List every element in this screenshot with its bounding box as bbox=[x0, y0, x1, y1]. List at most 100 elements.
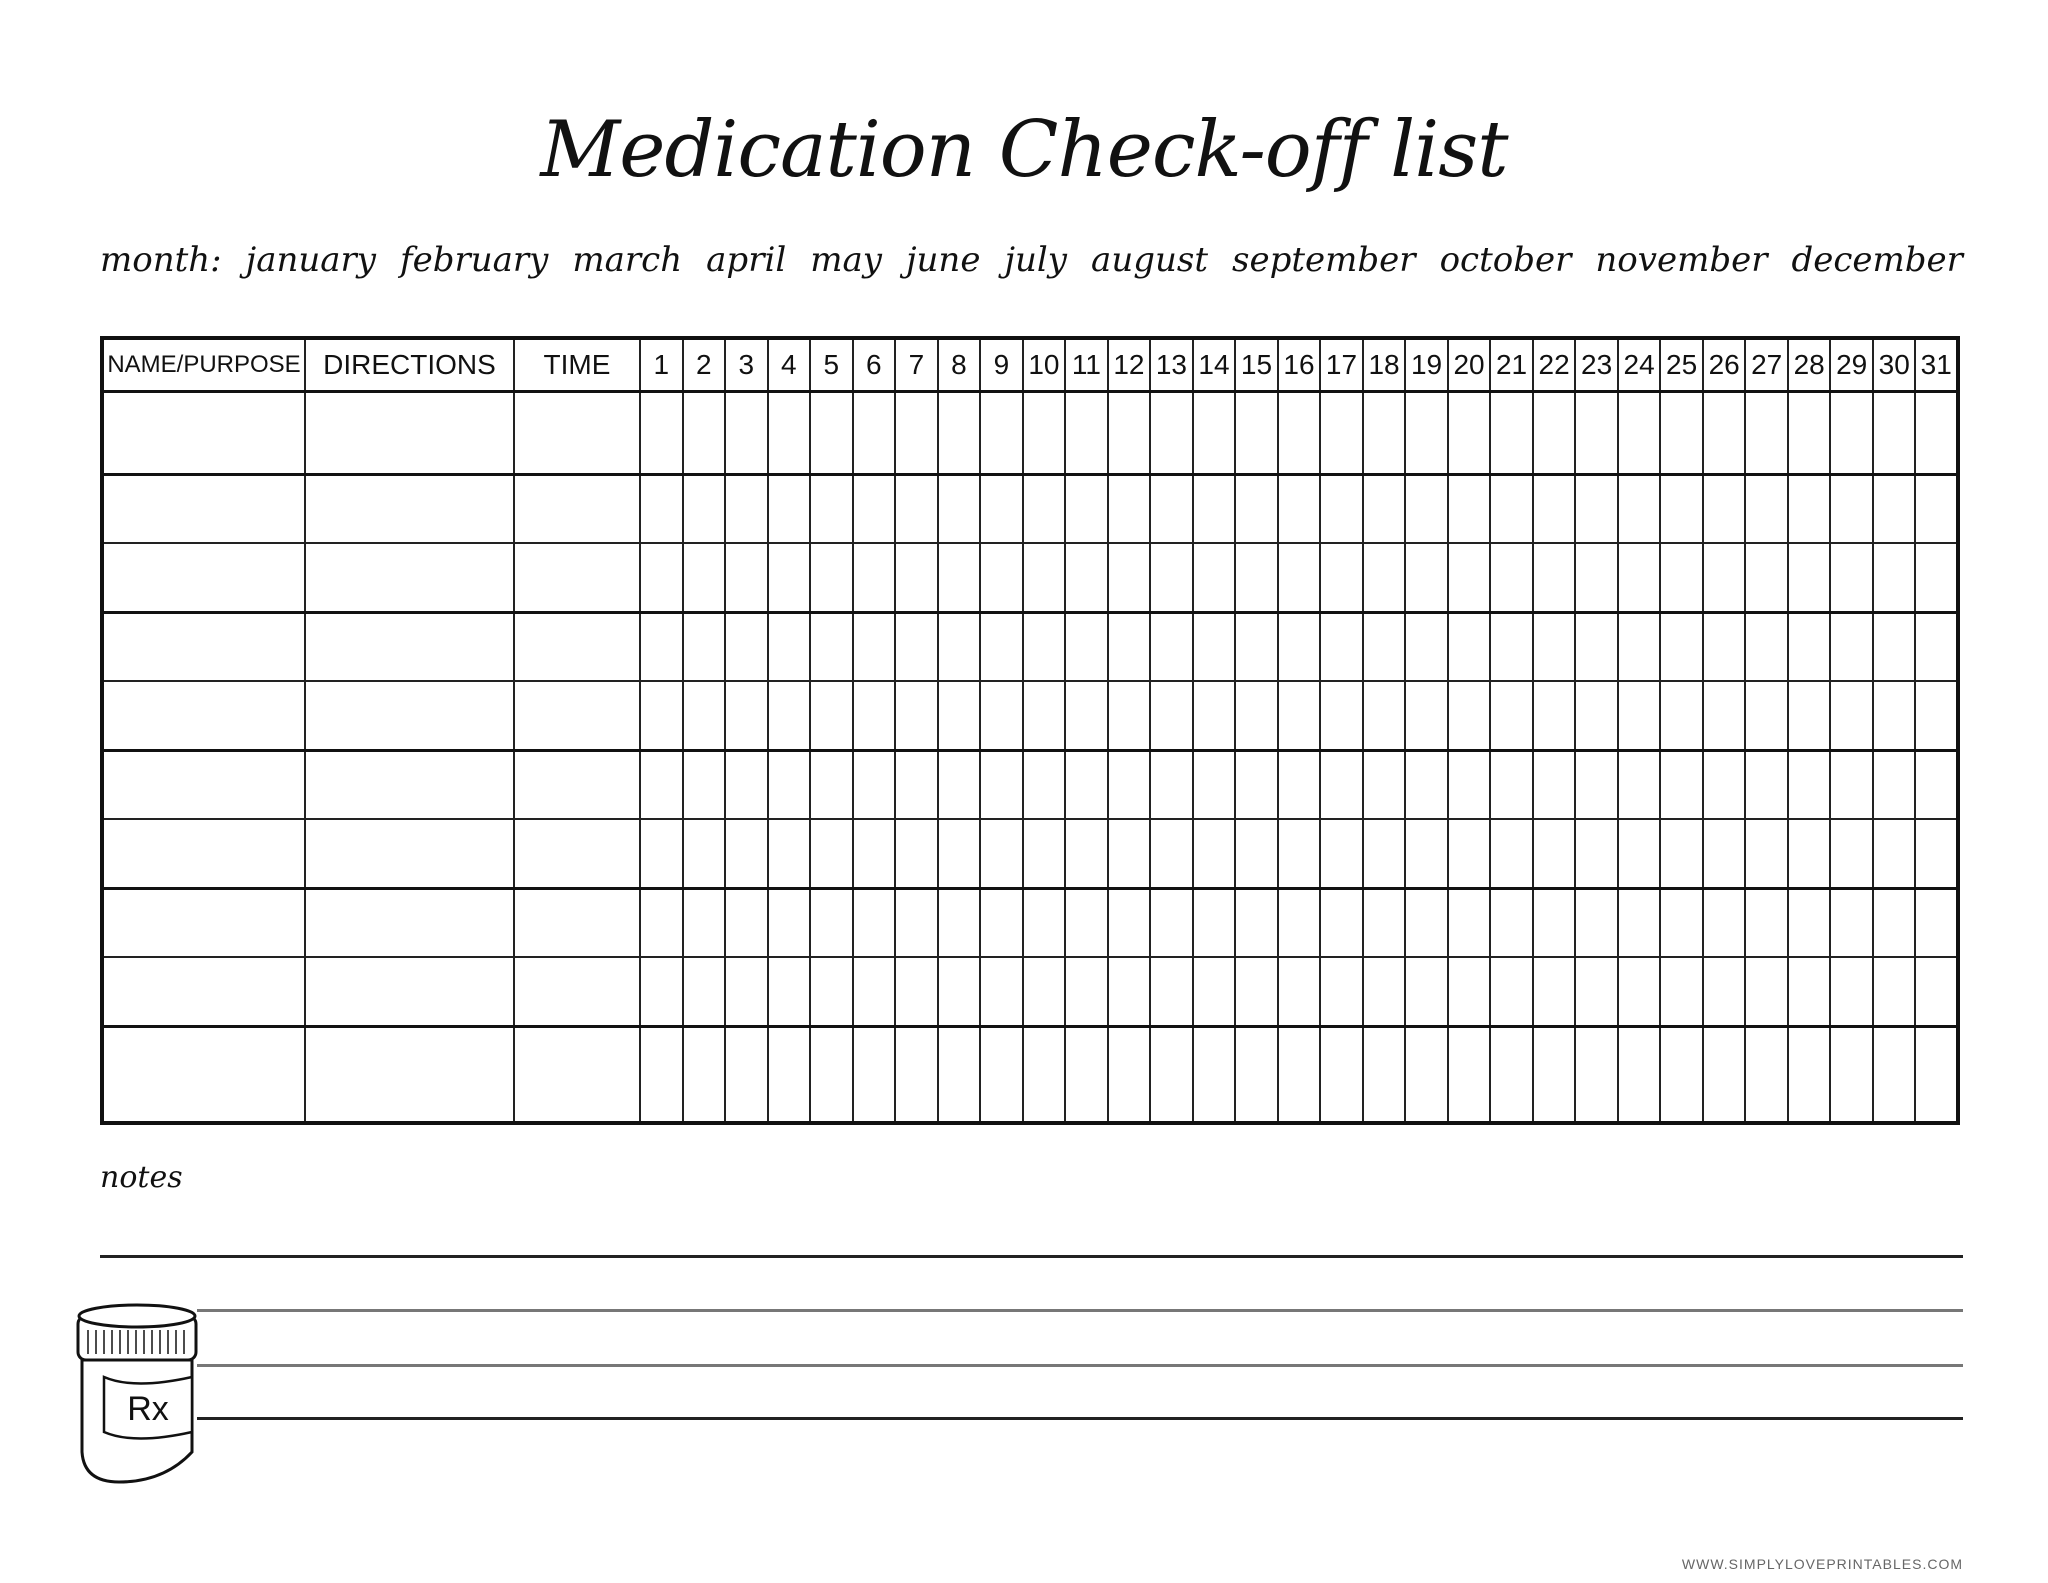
day-check-cell[interactable] bbox=[1064, 542, 1109, 614]
day-check-cell[interactable] bbox=[1404, 887, 1449, 959]
day-check-cell[interactable] bbox=[1191, 611, 1237, 683]
day-check-cell[interactable] bbox=[979, 542, 1024, 614]
day-check-cell[interactable] bbox=[1616, 542, 1662, 614]
day-check-cell[interactable] bbox=[1319, 749, 1364, 821]
day-check-cell[interactable] bbox=[1531, 887, 1577, 959]
day-check-cell[interactable] bbox=[1914, 887, 1959, 959]
day-check-cell[interactable] bbox=[1659, 887, 1704, 959]
day-check-cell[interactable] bbox=[1489, 473, 1534, 545]
day-check-cell[interactable] bbox=[1234, 390, 1279, 476]
day-check-cell[interactable] bbox=[809, 542, 854, 614]
day-check-cell[interactable] bbox=[1659, 473, 1704, 545]
directions-cell[interactable] bbox=[304, 473, 515, 545]
month-may[interactable]: may bbox=[810, 240, 882, 280]
day-check-cell[interactable] bbox=[724, 1025, 769, 1124]
day-check-cell[interactable] bbox=[1446, 680, 1492, 752]
day-check-cell[interactable] bbox=[1234, 611, 1279, 683]
day-check-cell[interactable] bbox=[1446, 473, 1492, 545]
day-check-cell[interactable] bbox=[1106, 887, 1152, 959]
day-check-cell[interactable] bbox=[1276, 611, 1322, 683]
day-check-cell[interactable] bbox=[1276, 887, 1322, 959]
day-check-cell[interactable] bbox=[1701, 818, 1747, 890]
day-check-cell[interactable] bbox=[1404, 749, 1449, 821]
day-check-cell[interactable] bbox=[936, 473, 982, 545]
day-check-cell[interactable] bbox=[1319, 1025, 1364, 1124]
day-check-cell[interactable] bbox=[979, 473, 1024, 545]
day-check-cell[interactable] bbox=[724, 473, 769, 545]
day-check-cell[interactable] bbox=[894, 887, 939, 959]
day-check-cell[interactable] bbox=[766, 611, 812, 683]
time-cell[interactable] bbox=[513, 1025, 641, 1124]
time-cell[interactable] bbox=[513, 956, 641, 1028]
day-check-cell[interactable] bbox=[1106, 749, 1152, 821]
notes-line[interactable] bbox=[197, 1309, 1963, 1312]
day-check-cell[interactable] bbox=[1021, 818, 1067, 890]
day-check-cell[interactable] bbox=[1914, 818, 1959, 890]
day-check-cell[interactable] bbox=[1064, 956, 1109, 1028]
day-check-cell[interactable] bbox=[1531, 473, 1577, 545]
day-check-cell[interactable] bbox=[851, 611, 897, 683]
day-check-cell[interactable] bbox=[1871, 818, 1917, 890]
day-check-cell[interactable] bbox=[1786, 1025, 1832, 1124]
directions-cell[interactable] bbox=[304, 390, 515, 476]
day-check-cell[interactable] bbox=[681, 887, 727, 959]
day-check-cell[interactable] bbox=[1021, 390, 1067, 476]
day-check-cell[interactable] bbox=[1191, 390, 1237, 476]
name-purpose-cell[interactable] bbox=[101, 473, 306, 545]
day-check-cell[interactable] bbox=[681, 680, 727, 752]
day-check-cell[interactable] bbox=[1489, 542, 1534, 614]
day-check-cell[interactable] bbox=[681, 390, 727, 476]
day-check-cell[interactable] bbox=[1021, 1025, 1067, 1124]
month-september[interactable]: september bbox=[1232, 240, 1416, 280]
day-check-cell[interactable] bbox=[1276, 390, 1322, 476]
directions-cell[interactable] bbox=[304, 956, 515, 1028]
day-check-cell[interactable] bbox=[851, 818, 897, 890]
day-check-cell[interactable] bbox=[809, 611, 854, 683]
day-check-cell[interactable] bbox=[1574, 680, 1619, 752]
day-check-cell[interactable] bbox=[1744, 680, 1789, 752]
day-check-cell[interactable] bbox=[639, 390, 684, 476]
day-check-cell[interactable] bbox=[1786, 956, 1832, 1028]
day-check-cell[interactable] bbox=[1701, 680, 1747, 752]
day-check-cell[interactable] bbox=[1106, 542, 1152, 614]
day-check-cell[interactable] bbox=[724, 887, 769, 959]
time-cell[interactable] bbox=[513, 390, 641, 476]
day-check-cell[interactable] bbox=[1914, 542, 1959, 614]
day-check-cell[interactable] bbox=[1786, 473, 1832, 545]
day-check-cell[interactable] bbox=[766, 1025, 812, 1124]
day-check-cell[interactable] bbox=[1829, 680, 1874, 752]
day-check-cell[interactable] bbox=[1361, 390, 1407, 476]
time-cell[interactable] bbox=[513, 680, 641, 752]
day-check-cell[interactable] bbox=[851, 542, 897, 614]
day-check-cell[interactable] bbox=[851, 680, 897, 752]
day-check-cell[interactable] bbox=[1531, 390, 1577, 476]
day-check-cell[interactable] bbox=[979, 887, 1024, 959]
day-check-cell[interactable] bbox=[1871, 473, 1917, 545]
month-june[interactable]: june bbox=[905, 240, 981, 280]
day-check-cell[interactable] bbox=[809, 956, 854, 1028]
day-check-cell[interactable] bbox=[1404, 680, 1449, 752]
day-check-cell[interactable] bbox=[1871, 887, 1917, 959]
day-check-cell[interactable] bbox=[1829, 956, 1874, 1028]
day-check-cell[interactable] bbox=[639, 749, 684, 821]
day-check-cell[interactable] bbox=[1744, 542, 1789, 614]
day-check-cell[interactable] bbox=[1191, 749, 1237, 821]
day-check-cell[interactable] bbox=[851, 956, 897, 1028]
day-check-cell[interactable] bbox=[1234, 680, 1279, 752]
day-check-cell[interactable] bbox=[1574, 1025, 1619, 1124]
day-check-cell[interactable] bbox=[809, 887, 854, 959]
day-check-cell[interactable] bbox=[1574, 390, 1619, 476]
day-check-cell[interactable] bbox=[1744, 1025, 1789, 1124]
day-check-cell[interactable] bbox=[1149, 1025, 1194, 1124]
day-check-cell[interactable] bbox=[1574, 956, 1619, 1028]
day-check-cell[interactable] bbox=[1701, 887, 1747, 959]
day-check-cell[interactable] bbox=[851, 1025, 897, 1124]
day-check-cell[interactable] bbox=[1021, 749, 1067, 821]
day-check-cell[interactable] bbox=[1914, 956, 1959, 1028]
day-check-cell[interactable] bbox=[1574, 542, 1619, 614]
name-purpose-cell[interactable] bbox=[101, 1025, 306, 1124]
day-check-cell[interactable] bbox=[1106, 390, 1152, 476]
day-check-cell[interactable] bbox=[724, 956, 769, 1028]
day-check-cell[interactable] bbox=[1531, 542, 1577, 614]
time-cell[interactable] bbox=[513, 542, 641, 614]
